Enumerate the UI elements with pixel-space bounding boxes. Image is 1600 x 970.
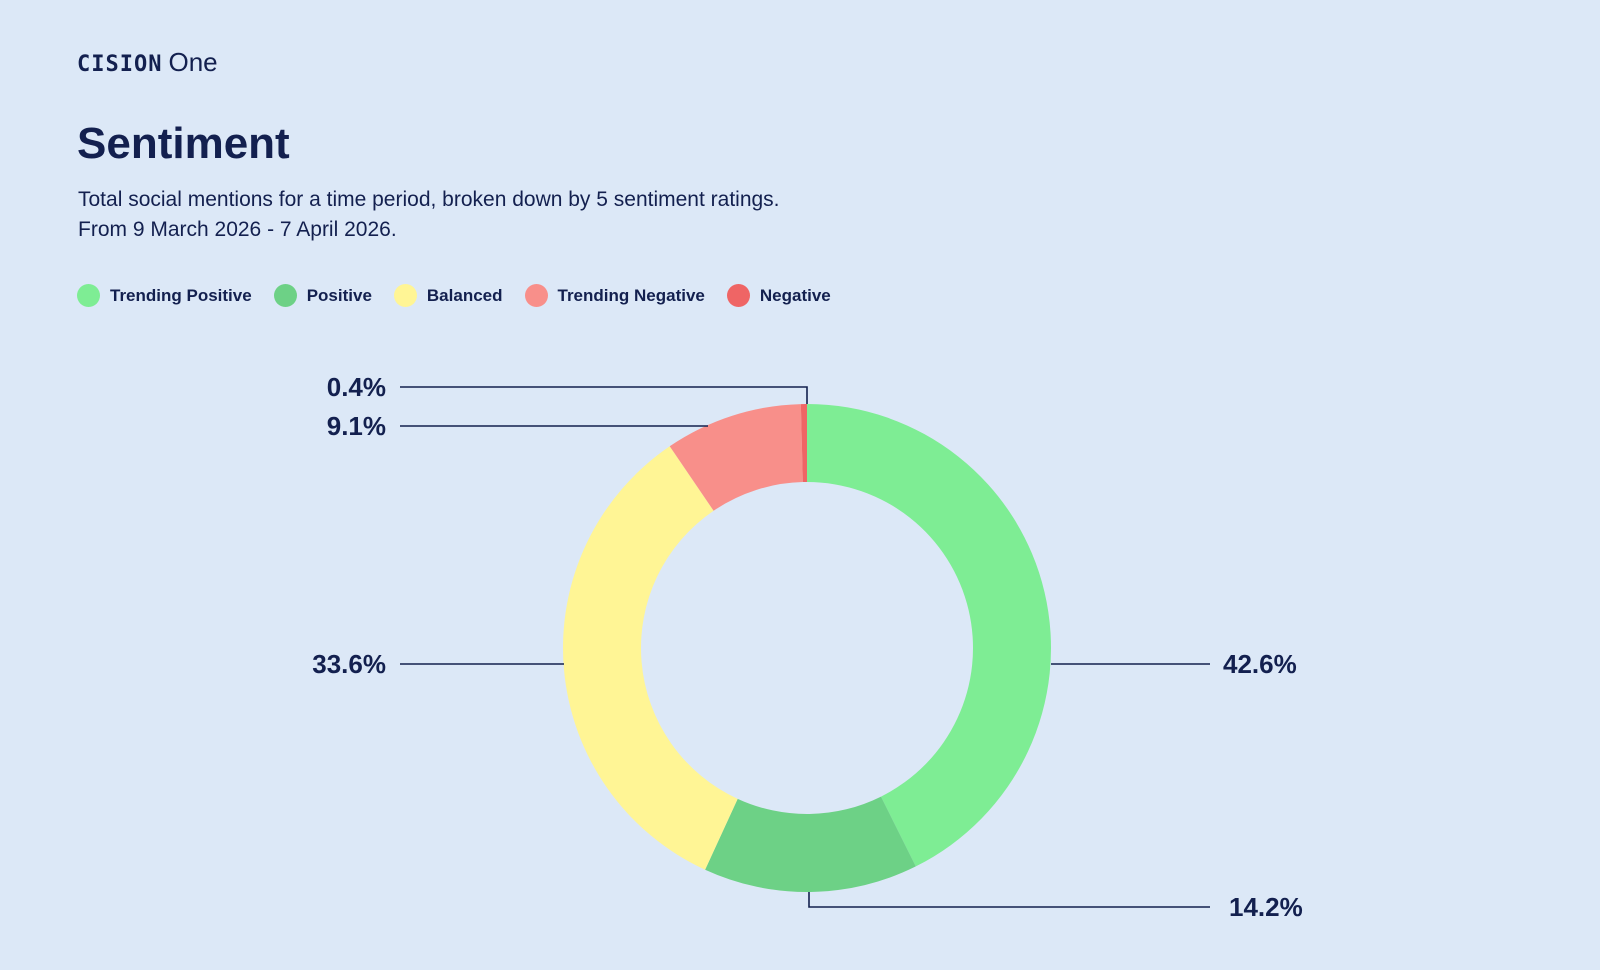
description-line-2: From 9 March 2026 - 7 April 2026. xyxy=(78,218,397,241)
legend-item-positive: Positive xyxy=(273,284,372,307)
donut-slice-trending-positive xyxy=(807,404,1051,867)
leader-line-negative xyxy=(400,386,808,404)
legend-swatch-balanced xyxy=(393,284,417,307)
legend-swatch-trending-negative xyxy=(524,284,548,307)
legend-label-balanced: Balanced xyxy=(426,285,503,305)
donut-slice-balanced xyxy=(563,446,738,870)
chart-description: Total social mentions for a time period,… xyxy=(78,185,780,245)
logo-product: One xyxy=(168,47,218,77)
legend-label-trending-negative: Trending Negative xyxy=(557,285,705,305)
legend-item-trending-negative: Trending Negative xyxy=(524,284,705,307)
legend-swatch-trending-positive xyxy=(77,284,100,307)
chart-legend: Trending Positive Positive Balanced Tren… xyxy=(77,284,853,307)
donut-slice-positive xyxy=(705,796,916,892)
data-label-trending-positive: 42.6% xyxy=(1223,649,1297,679)
leader-line-positive xyxy=(808,892,1210,908)
donut-slice-negative xyxy=(800,404,807,483)
donut-slice-trending-negative xyxy=(669,404,803,511)
data-label-balanced: 33.6% xyxy=(312,649,386,679)
legend-label-positive: Positive xyxy=(306,285,372,305)
cision-one-logo: CISION One xyxy=(77,46,218,81)
data-label-negative: 0.4% xyxy=(327,372,386,402)
legend-item-trending-positive: Trending Positive xyxy=(77,284,252,307)
data-label-positive: 14.2% xyxy=(1229,892,1303,922)
data-label-trending-negative: 9.1% xyxy=(327,411,386,441)
logo-brand: CISION xyxy=(77,52,163,77)
legend-label-trending-positive: Trending Positive xyxy=(110,285,252,305)
legend-swatch-negative xyxy=(726,284,750,307)
page-title: Sentiment xyxy=(77,119,290,168)
legend-item-balanced: Balanced xyxy=(393,284,503,307)
description-line-1: Total social mentions for a time period,… xyxy=(78,188,780,211)
legend-swatch-positive xyxy=(273,284,297,307)
legend-item-negative: Negative xyxy=(726,284,831,307)
legend-label-negative: Negative xyxy=(759,285,831,305)
